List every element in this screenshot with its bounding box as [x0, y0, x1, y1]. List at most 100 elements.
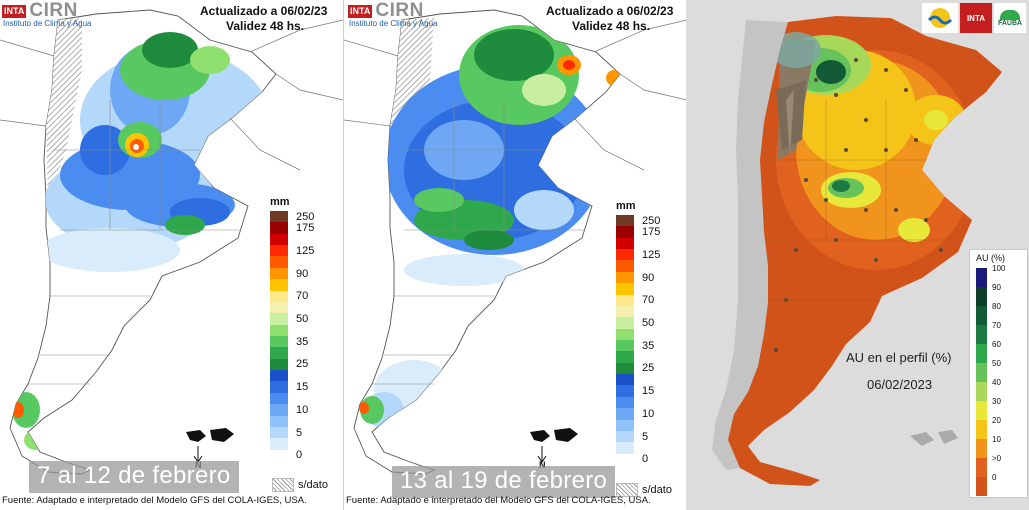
soil-legend-swatch: [976, 363, 987, 382]
legend-swatch: [270, 211, 288, 223]
no-data-swatch: [272, 478, 294, 492]
soil-legend-swatch: [976, 401, 987, 420]
soil-map-title: AU en el perfil (%): [846, 350, 952, 365]
legend-color-bar: [270, 211, 288, 462]
legend-swatch: [270, 324, 288, 337]
legend-swatch: [616, 294, 634, 307]
legend-swatch: [270, 279, 288, 292]
soil-water-map: [712, 16, 1002, 486]
legend-swatch: [616, 351, 634, 364]
legend-label: 15: [642, 385, 655, 398]
legend-swatch: [270, 267, 288, 280]
legend-swatch: [270, 358, 288, 371]
legend-label: 35: [642, 339, 655, 352]
legend-swatch: [270, 392, 288, 405]
legend-swatch: [270, 426, 288, 439]
legend-swatch: [616, 237, 634, 250]
update-date: Actualizado a 06/02/23: [200, 4, 328, 18]
legend-swatch: [616, 328, 634, 341]
legend-swatch: [270, 438, 288, 451]
legend-swatch: [270, 404, 288, 417]
source-note: Fuente: Adaptado e interpretado del Mode…: [2, 495, 307, 506]
soil-water-map-panel: INTA FAUBA AU en el perfil (%) 06/02/202…: [686, 0, 1029, 510]
inta-logo-text: INTA: [348, 4, 373, 18]
legend-swatch: [616, 283, 634, 296]
no-data-swatch: [616, 483, 638, 497]
legend-swatch: [270, 449, 288, 462]
cirn-logo-text: CIRN: [375, 0, 424, 21]
north-label: N: [539, 460, 546, 470]
legend-label: 90: [296, 267, 309, 280]
legend-swatch: [270, 415, 288, 428]
legend-label: 10: [296, 403, 309, 416]
legend-label: 250: [296, 210, 315, 223]
no-data-label: s/dato: [298, 479, 328, 491]
legend-swatch: [616, 215, 634, 227]
legend-swatch: [616, 340, 634, 352]
institute-subtitle: Instituto de Clima y Agua: [349, 19, 438, 28]
period-label: 13 al 19 de febrero: [392, 466, 616, 498]
legend-swatch: [270, 370, 288, 382]
legend-label: 5: [642, 430, 649, 443]
soil-legend-label: 100: [992, 264, 1006, 273]
legend-label: 250: [642, 214, 661, 227]
precip-map-panel-week1: INTA CIRN Instituto de Clima y Agua Actu…: [0, 0, 343, 510]
soil-legend-label: 70: [992, 321, 1001, 330]
legend-label: 125: [642, 248, 661, 261]
legend-label: 0: [296, 449, 303, 462]
station-dots: [774, 58, 943, 352]
malvinas-islands: [186, 428, 234, 442]
soil-legend-label: 50: [992, 359, 1001, 368]
institute-subtitle: Instituto de Clima y Agua: [3, 19, 92, 28]
fauba-logo-text: FAUBA: [997, 19, 1023, 27]
legend-swatch: [616, 260, 634, 273]
validity: Validez 48 hs.: [226, 19, 305, 33]
legend-label: 175: [642, 226, 661, 239]
legend-swatch: [270, 233, 288, 246]
cirn-logo: INTA CIRN: [2, 0, 78, 21]
legend-swatch: [270, 256, 288, 269]
soil-legend-swatch: [976, 382, 987, 401]
cirn-logo-text: CIRN: [29, 0, 78, 21]
legend-label: 70: [296, 290, 309, 303]
legend-label: 175: [296, 222, 315, 235]
legend-label: 10: [642, 407, 655, 420]
legend-label: 70: [642, 294, 655, 307]
legend-label: 90: [642, 271, 655, 284]
precip-map-week2: [344, 9, 687, 475]
soil-legend-swatch: [976, 477, 987, 496]
legend-swatch: [616, 249, 634, 261]
legend-swatch: [616, 419, 634, 432]
legend-swatch: [616, 408, 634, 421]
period-label: 7 al 12 de febrero: [29, 461, 239, 493]
soil-legend-swatch: [976, 458, 987, 477]
wave-logo-icon: [927, 8, 953, 28]
institution-logos: INTA FAUBA: [922, 3, 1026, 33]
legend-label: 25: [642, 362, 655, 375]
agency-logo: [922, 3, 958, 33]
soil-legend-swatch: [976, 420, 987, 439]
soil-legend-swatch: [976, 325, 987, 344]
legend-swatch: [616, 271, 634, 284]
precip-map-panel-week2: INTA CIRN Instituto de Clima y Agua Actu…: [343, 0, 687, 510]
legend-label: 125: [296, 244, 315, 257]
precip-map-week1: [0, 9, 343, 475]
soil-legend-label: 20: [992, 416, 1001, 425]
malvinas-islands: [910, 430, 958, 446]
legend-label: 50: [642, 316, 655, 329]
legend-unit: mm: [616, 200, 636, 212]
legend-swatch: [616, 430, 634, 443]
legend-swatch: [616, 305, 634, 318]
soil-legend-title: AU (%): [976, 253, 1005, 263]
soil-legend-label: 10: [992, 435, 1001, 444]
malvinas-islands: [530, 428, 578, 442]
legend-swatch: [616, 226, 634, 239]
legend-label: 15: [296, 381, 309, 394]
legend-swatch: [616, 396, 634, 409]
inta-logo: INTA: [960, 3, 992, 33]
legend-label: 25: [296, 358, 309, 371]
soil-legend-swatch: [976, 287, 987, 306]
fauba-logo: FAUBA: [994, 3, 1026, 33]
legend-swatch: [616, 362, 634, 375]
legend-swatch: [270, 222, 288, 235]
